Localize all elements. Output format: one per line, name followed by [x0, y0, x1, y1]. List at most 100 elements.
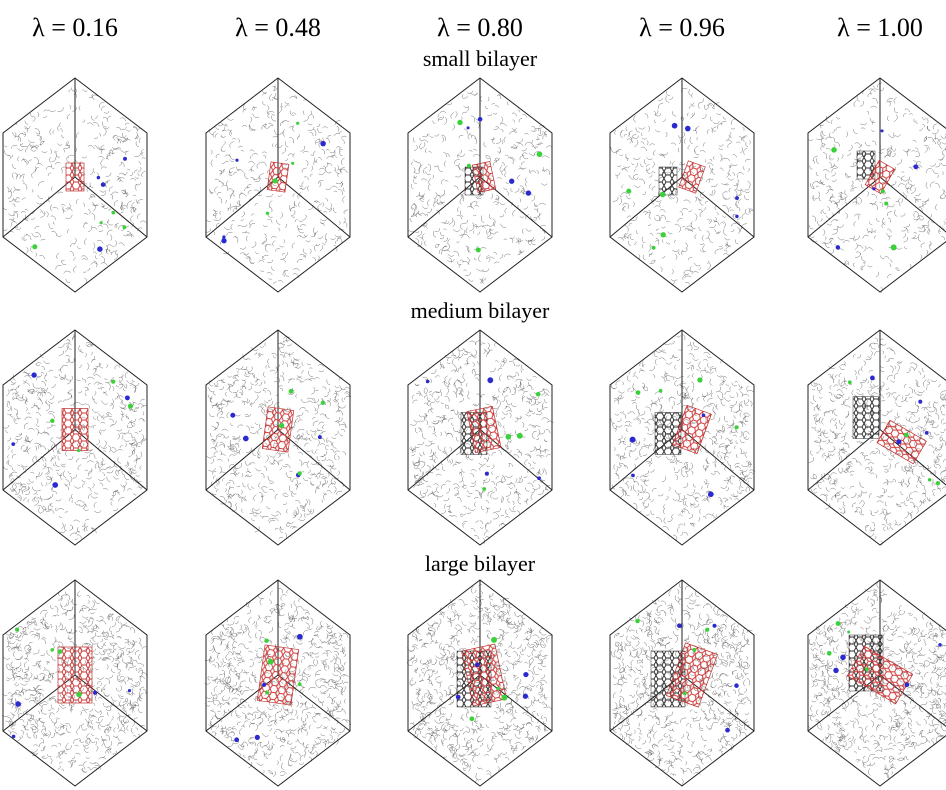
ion — [683, 691, 687, 695]
ion — [58, 649, 63, 654]
ion — [896, 439, 901, 444]
column-header: λ = 0.48 — [235, 13, 321, 42]
ion — [100, 221, 103, 224]
ion — [31, 372, 36, 377]
bilayer-sheet — [267, 162, 289, 192]
ion — [457, 120, 462, 125]
ion — [268, 659, 274, 665]
ion — [128, 689, 131, 692]
ion — [289, 389, 294, 394]
ion — [734, 425, 738, 429]
ion — [321, 401, 325, 405]
ion — [32, 244, 37, 249]
ion — [526, 190, 531, 195]
ion — [735, 196, 739, 200]
ion — [11, 442, 15, 446]
column-header: λ = 0.80 — [437, 13, 523, 42]
ion — [265, 691, 269, 695]
ion — [76, 692, 82, 698]
ion — [630, 437, 636, 443]
ion — [97, 176, 100, 179]
ion — [702, 413, 706, 417]
ion — [12, 735, 16, 739]
ion — [485, 472, 489, 476]
ion — [836, 245, 840, 249]
ion — [476, 247, 481, 252]
ion — [904, 433, 909, 438]
ion — [891, 244, 897, 250]
ion — [234, 737, 239, 742]
snapshot — [205, 580, 351, 786]
ion — [320, 141, 326, 147]
ion — [938, 643, 941, 646]
ion — [652, 246, 656, 250]
ion — [517, 433, 523, 439]
ion — [125, 395, 130, 400]
ion — [111, 379, 115, 383]
ion — [497, 687, 500, 690]
ion — [840, 655, 846, 661]
row-label: small bilayer — [423, 46, 538, 71]
ion — [122, 225, 126, 229]
ion — [705, 628, 709, 632]
ion — [836, 621, 841, 626]
ion — [870, 376, 875, 381]
ion — [222, 235, 225, 238]
bilayer-sheet — [58, 647, 92, 703]
ion — [697, 377, 702, 382]
ion — [487, 377, 493, 383]
ion — [635, 619, 640, 624]
ion — [509, 179, 514, 184]
ion — [273, 178, 278, 183]
ion — [467, 164, 471, 168]
ion — [928, 478, 932, 482]
ion — [692, 648, 696, 652]
ion — [536, 392, 541, 397]
ion — [297, 471, 301, 475]
row-label: medium bilayer — [411, 298, 550, 323]
snapshot — [408, 330, 554, 545]
ion — [235, 159, 238, 162]
ion — [467, 126, 470, 129]
ion — [905, 682, 910, 687]
snapshot — [808, 330, 946, 545]
ion — [505, 434, 511, 440]
ion — [264, 638, 268, 642]
ion — [677, 623, 682, 628]
ion — [128, 404, 133, 409]
snapshot — [808, 78, 946, 293]
ion — [636, 390, 641, 395]
ion — [936, 481, 940, 485]
ion — [833, 668, 838, 673]
ion — [735, 215, 738, 218]
graphene-sheet — [659, 167, 677, 195]
ion — [50, 648, 54, 652]
ion — [478, 117, 483, 122]
ion — [93, 691, 97, 695]
ion — [111, 211, 115, 215]
column-header: λ = 0.16 — [32, 13, 118, 42]
ion — [77, 449, 80, 452]
figure: λ = 0.16 λ = 0.48 λ = 0.80 λ = 0.96 λ = … — [0, 0, 946, 790]
ion — [469, 716, 474, 721]
ion — [708, 491, 714, 497]
ion — [827, 651, 832, 656]
ion — [262, 683, 266, 687]
snapshot — [206, 330, 351, 545]
bilayer-sheet — [257, 645, 298, 705]
ion — [15, 701, 21, 707]
ion — [734, 683, 739, 688]
ion — [296, 122, 299, 125]
ion — [297, 634, 303, 640]
ion — [872, 187, 875, 190]
ion — [50, 419, 54, 423]
snapshot — [808, 580, 946, 786]
snapshot — [408, 78, 552, 292]
ion — [482, 487, 486, 491]
snapshot — [407, 580, 553, 786]
ion — [318, 435, 322, 439]
ion — [291, 162, 294, 165]
ion — [298, 682, 302, 686]
ion — [279, 423, 284, 428]
ion — [925, 431, 929, 435]
